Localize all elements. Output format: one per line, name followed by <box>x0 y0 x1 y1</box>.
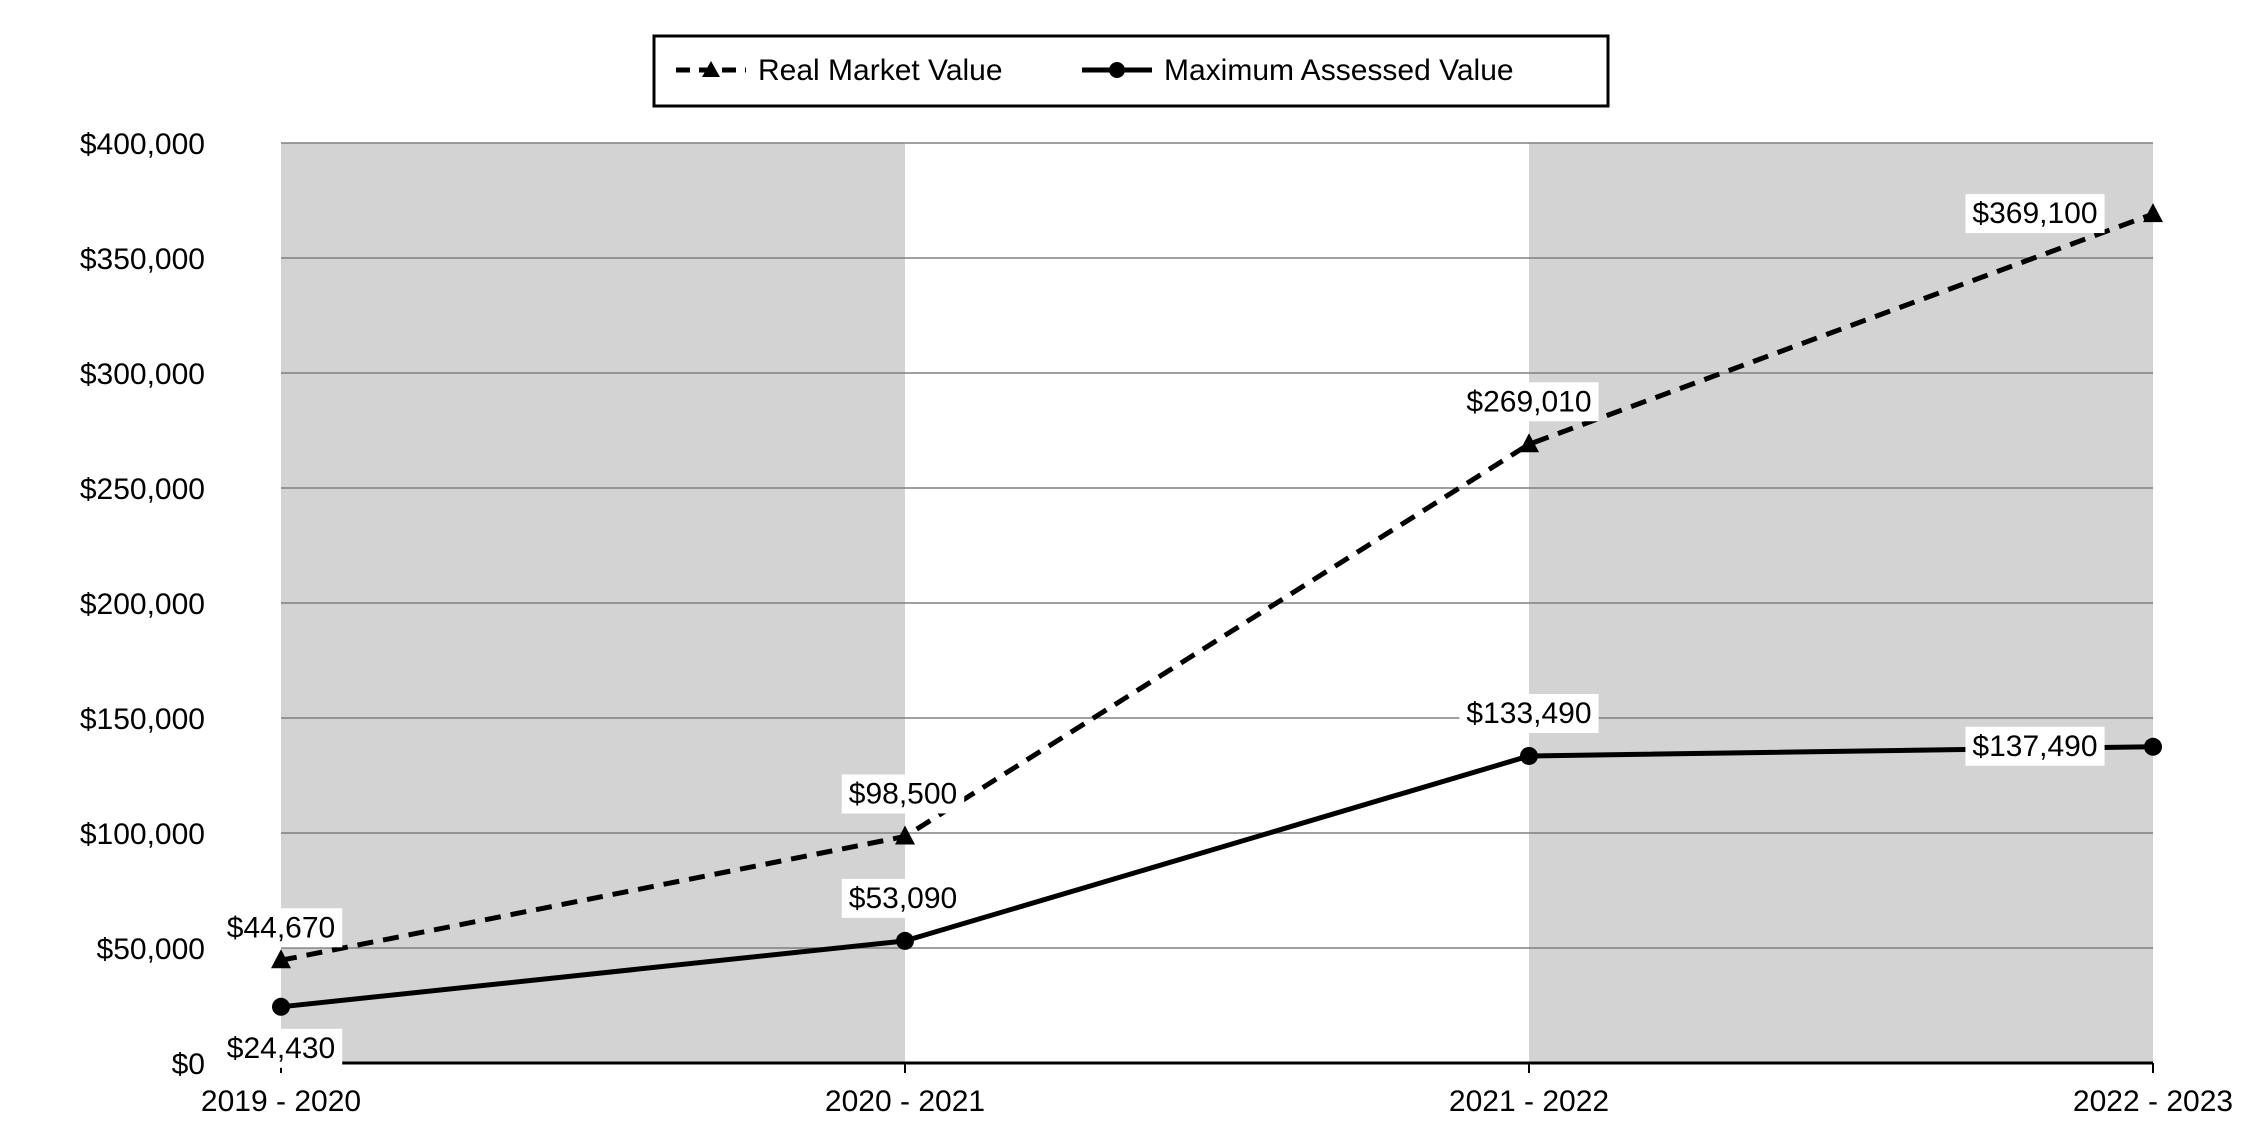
data-label: $53,090 <box>849 882 957 915</box>
data-label: $24,430 <box>227 1032 335 1065</box>
data-label: $137,490 <box>1972 730 2097 763</box>
data-label-group: $44,670 <box>219 908 343 948</box>
triangle-marker <box>271 949 291 969</box>
circle-marker <box>1520 746 1538 765</box>
data-label-group: $24,430 <box>219 1028 343 1068</box>
y-tick-label: $300,000 <box>80 358 205 391</box>
data-label-background <box>1965 194 2105 234</box>
triangle-marker-icon <box>702 61 720 77</box>
circle-marker <box>272 997 290 1016</box>
series-line-1 <box>280 744 2154 1010</box>
x-tick-label: 2019 - 2020 <box>201 1085 361 1118</box>
legend-item-real-market-value: Real Market Value <box>676 54 1003 87</box>
data-label-group: $133,490 <box>1459 693 1599 733</box>
series-lines <box>280 211 2154 1010</box>
data-label-group: $269,010 <box>1459 382 1599 422</box>
x-tick-label: 2022 - 2023 <box>2073 1085 2233 1118</box>
legend-label-maximum-assessed-value: Maximum Assessed Value <box>1164 54 1514 87</box>
triangle-marker <box>2143 203 2163 223</box>
circle-marker <box>896 931 914 950</box>
y-tick-label: $250,000 <box>80 473 205 506</box>
data-label-group: $98,500 <box>841 774 965 814</box>
x-tick-label: 2020 - 2021 <box>825 1085 985 1118</box>
y-tick-label: $400,000 <box>80 128 205 161</box>
data-label: $133,490 <box>1466 697 1591 730</box>
y-tick-label: $0 <box>172 1048 205 1081</box>
circle-marker <box>2144 737 2162 756</box>
data-label-background <box>1459 693 1599 733</box>
triangle-marker <box>895 825 915 845</box>
legend-item-maximum-assessed-value: Maximum Assessed Value <box>1082 54 1514 87</box>
y-tick-label: $50,000 <box>97 933 205 966</box>
data-label-background <box>841 774 965 814</box>
data-label-background <box>841 878 965 918</box>
x-axis: 2019 - 2020 2020 - 2021 2021 - 2022 2022 - … <box>201 1061 2233 1118</box>
data-label-group: $53,090 <box>841 878 965 918</box>
data-label-background <box>219 1028 343 1068</box>
series-markers <box>271 203 2163 1016</box>
circle-marker-icon <box>1109 62 1125 78</box>
data-label: $369,100 <box>1972 197 2097 230</box>
gridlines <box>281 142 2153 949</box>
x-tick-label: 2021 - 2022 <box>1449 1085 1609 1118</box>
triangle-marker <box>1519 433 1539 453</box>
data-label-background <box>1965 726 2105 766</box>
data-label: $98,500 <box>849 777 957 810</box>
y-tick-label: $350,000 <box>80 243 205 276</box>
data-label: $269,010 <box>1466 385 1591 418</box>
data-label-group: $137,490 <box>1965 726 2105 766</box>
data-label-group: $369,100 <box>1965 194 2105 234</box>
y-tick-label: $200,000 <box>80 588 205 621</box>
y-axis: $0 $50,000 $100,000 $150,000 $200,000 $250,00… <box>80 128 205 1081</box>
y-tick-label: $150,000 <box>80 703 205 736</box>
data-label-background <box>219 908 343 948</box>
data-label: $44,670 <box>227 911 335 944</box>
series-line-0 <box>280 211 2154 963</box>
legend: Real Market Value Maximum Assessed Value <box>652 34 1610 108</box>
legend-label-real-market-value: Real Market Value <box>758 54 1003 87</box>
y-tick-label: $100,000 <box>80 818 205 851</box>
data-label-background <box>1459 382 1599 422</box>
data-labels: $44,670 $98,500 $269,010 $369,100 $24,430 $53… <box>219 194 2105 1068</box>
